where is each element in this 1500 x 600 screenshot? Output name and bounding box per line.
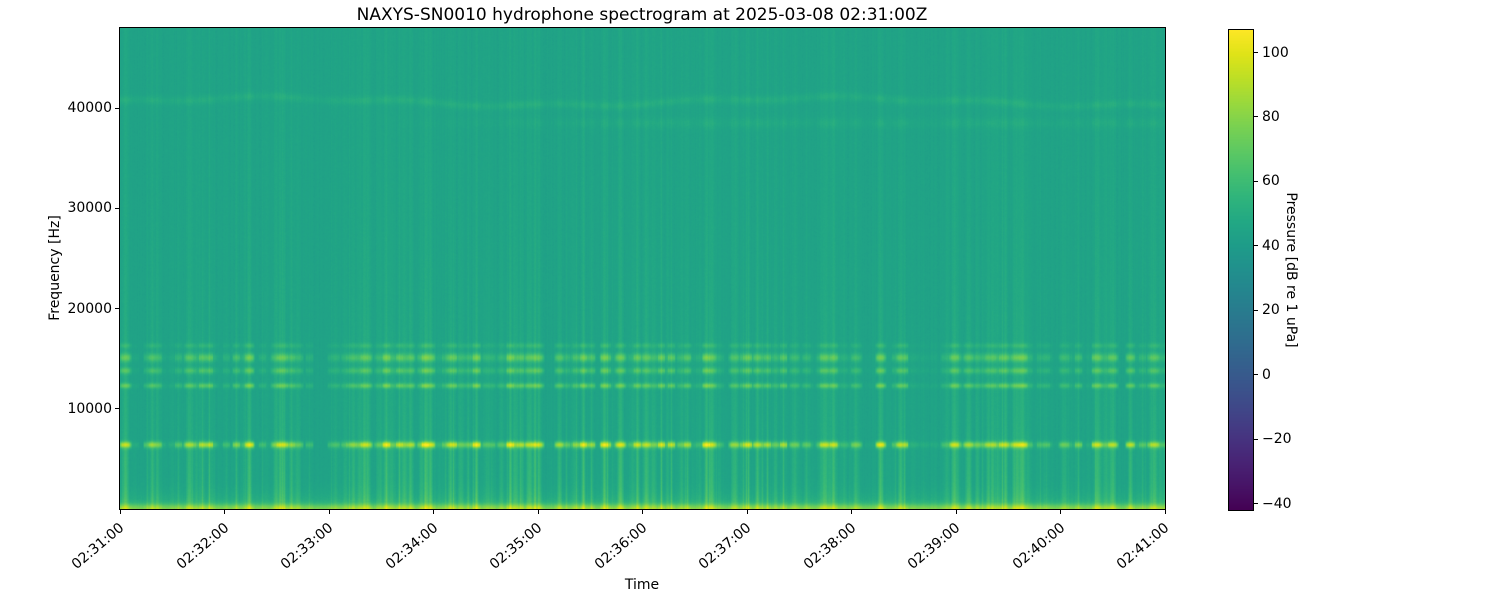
spectrogram-image [120, 28, 1165, 509]
y-tick-label: 20000 [67, 300, 112, 317]
x-tick-label: 02:36:00 [591, 520, 650, 573]
x-tick-label: 02:32:00 [173, 520, 232, 573]
colorbar-tick-mark [1254, 245, 1258, 247]
y-tick-mark [115, 308, 119, 310]
x-tick-label: 02:38:00 [800, 520, 859, 573]
colorbar-tick-mark [1254, 309, 1258, 311]
x-tick-mark [1164, 510, 1166, 514]
y-tick-mark [115, 107, 119, 109]
x-tick-label: 02:41:00 [1113, 520, 1173, 573]
colorbar-tick-label: 0 [1262, 366, 1271, 383]
colorbar-tick-mark [1254, 438, 1258, 440]
x-axis-label: Time [624, 577, 660, 593]
colorbar-tick-label: 40 [1262, 237, 1280, 254]
x-tick-label: 02:40:00 [1009, 520, 1068, 573]
y-tick-label: 10000 [67, 400, 112, 417]
y-tick-mark [115, 207, 119, 209]
x-tick-mark [328, 510, 330, 514]
colorbar-gradient [1229, 30, 1253, 510]
x-tick-mark [119, 510, 121, 514]
colorbar-tick-label: 100 [1262, 44, 1289, 61]
colorbar-tick-mark [1254, 374, 1258, 376]
y-tick-mark [115, 408, 119, 410]
y-tick-label: 30000 [67, 200, 112, 217]
colorbar [1228, 29, 1254, 511]
x-tick-label: 02:33:00 [277, 520, 337, 573]
x-tick-label: 02:37:00 [695, 520, 755, 573]
colorbar-tick-mark [1254, 503, 1258, 505]
colorbar-tick-label: 80 [1262, 108, 1280, 125]
x-tick-mark [1060, 510, 1061, 514]
colorbar-tick-label: −20 [1262, 431, 1292, 448]
x-tick-label: 02:39:00 [904, 520, 964, 573]
plot-area [119, 27, 1166, 510]
x-tick-mark [955, 510, 957, 514]
x-tick-label: 02:34:00 [382, 520, 441, 573]
x-tick-mark [851, 510, 852, 514]
x-tick-label: 02:35:00 [486, 520, 546, 573]
x-tick-mark [537, 510, 539, 514]
colorbar-tick-mark [1254, 116, 1258, 118]
colorbar-tick-mark [1254, 52, 1258, 54]
y-tick-label: 40000 [67, 100, 112, 117]
x-tick-mark [433, 510, 434, 514]
colorbar-tick-label: 20 [1262, 302, 1280, 319]
x-tick-mark [642, 510, 643, 514]
x-tick-mark [224, 510, 225, 514]
x-tick-label: 02:31:00 [68, 520, 128, 573]
colorbar-label: Pressure [dB re 1 uPa] [1283, 192, 1299, 348]
colorbar-tick-label: 60 [1262, 173, 1280, 190]
colorbar-tick-mark [1254, 180, 1258, 182]
colorbar-tick-label: −40 [1262, 495, 1292, 512]
x-tick-mark [746, 510, 748, 514]
chart-title: NAXYS-SN0010 hydrophone spectrogram at 2… [356, 5, 928, 25]
